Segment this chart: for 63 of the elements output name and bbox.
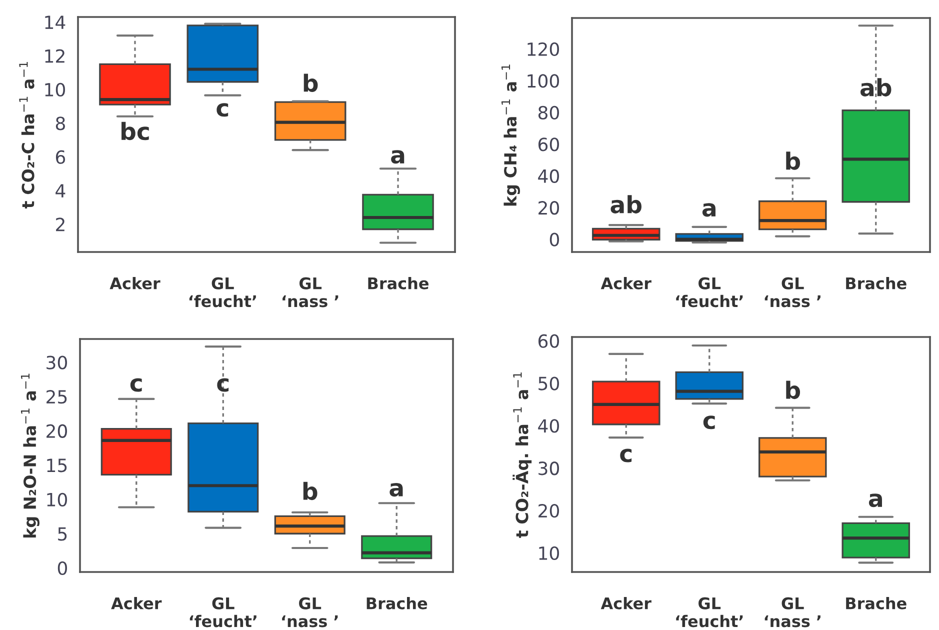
- y-tick-label: 20: [538, 504, 559, 518]
- y-tick-label: 120: [528, 42, 559, 56]
- x-tick-label: GL ‘nass ’: [764, 597, 820, 628]
- x-tick-label: GL ‘feucht’: [190, 597, 256, 628]
- x-tick-label: Brache: [368, 277, 428, 290]
- y-tick-label: 2: [56, 218, 64, 232]
- y-tick-label: 0: [550, 232, 559, 246]
- x-tick-label: Brache: [846, 597, 906, 610]
- x-tick-label: Brache: [366, 597, 428, 610]
- x-tick-label: GL ‘nass ’: [282, 277, 338, 308]
- x-tick-label: Acker: [111, 597, 162, 610]
- y-tick-label: 30: [538, 462, 559, 476]
- y-tick-label: 100: [528, 74, 559, 88]
- x-tick-label: GL ‘feucht’: [189, 277, 256, 308]
- annotation: ab: [860, 78, 892, 96]
- annotation: b: [786, 152, 800, 170]
- y-tick-label: 60: [538, 334, 559, 348]
- annotation: a: [390, 483, 403, 497]
- y-tick-label: 4: [56, 184, 66, 198]
- annotation: b: [786, 380, 800, 400]
- y-tick-label: 50: [538, 376, 559, 390]
- y-tick-label: 6: [56, 150, 66, 164]
- y-tick-label: 80: [538, 106, 559, 120]
- y-tick-label: 12: [45, 49, 64, 63]
- annotation: c: [216, 103, 228, 117]
- annotation: c: [703, 416, 715, 430]
- annotation: b: [304, 74, 318, 92]
- y-tick-label: 25: [46, 390, 67, 404]
- x-tick-label: GL ‘nass ’: [282, 597, 338, 628]
- y-tick-label: 30: [46, 356, 67, 370]
- annotation: b: [303, 482, 318, 500]
- annotation: a: [391, 150, 404, 164]
- y-tick-label: 10: [45, 82, 65, 97]
- y-tick-label: 0: [58, 561, 67, 576]
- y-tick-label: 14: [45, 16, 66, 29]
- y-tick-label: 10: [539, 546, 559, 560]
- y-axis-title: t CO₂-Äq. ha$^{−1}$ a$^{−1}$: [512, 372, 532, 538]
- annotation: c: [620, 448, 632, 462]
- x-tick-label: GL ‘nass ’: [764, 277, 820, 308]
- y-axis-title: t CO₂-C ha$^{−1}$ a$^{−1}$: [19, 62, 34, 208]
- y-tick-label: 10: [47, 492, 67, 506]
- annotation: a: [702, 203, 716, 217]
- x-tick-label: Brache: [846, 277, 906, 290]
- y-tick-label: 15: [47, 458, 67, 472]
- y-tick-label: 20: [46, 424, 67, 438]
- y-tick-label: 8: [56, 116, 65, 130]
- x-tick-label: GL ‘feucht’: [676, 277, 743, 308]
- annotation: bc: [122, 122, 149, 140]
- x-tick-label: Acker: [110, 277, 160, 290]
- x-tick-label: GL ‘feucht’: [676, 597, 743, 628]
- x-tick-label: Acker: [600, 597, 652, 610]
- annotation: a: [868, 494, 882, 508]
- y-axis-title: kg N₂O-N ha$^{−1}$ a$^{−1}$: [20, 374, 40, 538]
- y-tick-label: 20: [538, 201, 559, 215]
- annotation: c: [217, 378, 229, 392]
- x-tick-label: Acker: [600, 277, 652, 290]
- y-tick-label: 40: [538, 419, 559, 433]
- annotation: ab: [610, 195, 642, 214]
- y-tick-label: 60: [538, 138, 559, 152]
- y-tick-label: 5: [58, 527, 67, 541]
- y-axis-title: kg CH₄ ha$^{−1}$ a$^{−1}$: [502, 64, 520, 206]
- annotation: c: [130, 378, 142, 392]
- y-tick-label: 40: [538, 169, 559, 183]
